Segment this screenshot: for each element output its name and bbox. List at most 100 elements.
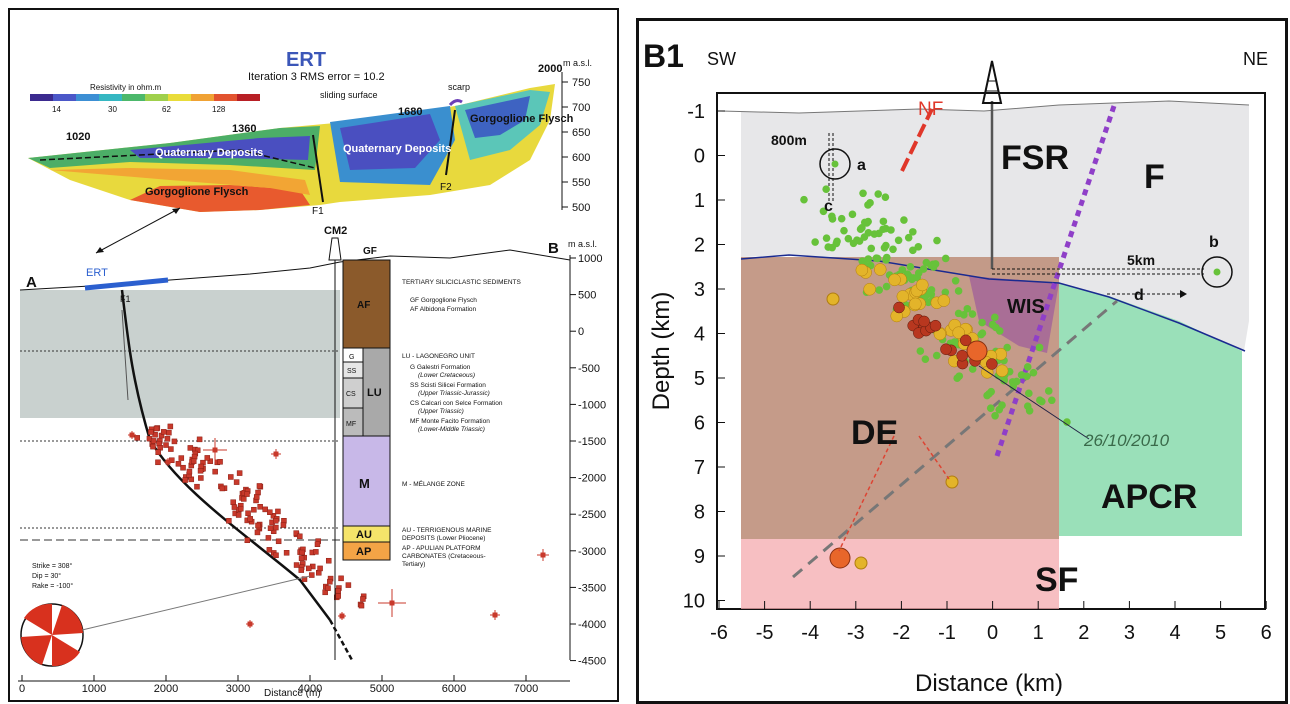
well-cm2-label: CM2: [324, 225, 347, 237]
hypocenter-marker: [235, 512, 242, 518]
hypocenter-marker: [207, 458, 213, 464]
hypocenter-marker: [198, 475, 204, 481]
label-ne: NE: [1243, 49, 1268, 69]
scale-swatch: [145, 94, 168, 101]
hypocenter-marker: [188, 476, 195, 483]
event-dot-small: [859, 189, 867, 198]
ert-pos-2000: 2000: [538, 63, 562, 75]
event-a: [831, 160, 839, 168]
event-dot-small: [856, 225, 865, 233]
event-dot-small: [837, 214, 846, 223]
event-dot-small: [904, 233, 913, 242]
event-dot-small: [953, 374, 961, 383]
unit-ap: [342, 541, 391, 561]
hypocenter-marker: [182, 477, 188, 483]
label-de: DE: [851, 414, 898, 452]
hypocenter-marker: [266, 547, 273, 553]
ert-high-resistivity: [130, 185, 310, 212]
scale-tick-62: 62: [162, 105, 171, 114]
fault-nf-line: [900, 108, 934, 172]
event-dot-small: [848, 210, 857, 219]
hypocenter-marker: [190, 458, 197, 464]
hypocenter-marker: [191, 453, 198, 460]
hypocenter-marker: [305, 565, 312, 572]
hypocenter-marker: [275, 508, 281, 515]
hypocenter-marker: [134, 435, 140, 441]
hypocenter-marker: [253, 494, 260, 500]
scale-swatch: [99, 94, 122, 101]
event-dot-large: [986, 358, 998, 370]
section-distance-tick-label: 4000: [298, 683, 322, 695]
label-point-b: b: [1209, 234, 1219, 251]
hypocenter-marker: [273, 517, 279, 524]
hypocenter-marker: [165, 459, 171, 465]
hypocenter-marker: [322, 589, 328, 596]
depth-tick-label: 0: [694, 146, 705, 168]
hypocenter-marker: [299, 549, 305, 556]
focal-rake: Rake = -100°: [32, 582, 73, 590]
legend-cs: CS Calcari con Selce Formation: [410, 400, 503, 407]
hypocenter-marker: [255, 522, 261, 529]
event-dot-small: [800, 195, 808, 204]
distance-tick-label: 0: [987, 622, 998, 644]
unit-cs-label: CS: [346, 391, 356, 398]
event-dot-small: [882, 282, 891, 291]
event-dot-small: [988, 320, 997, 329]
hypocenter-marker: [150, 443, 156, 450]
section-depth-tick-label: 1000: [578, 253, 602, 265]
event-dot-small: [1022, 372, 1031, 381]
depth-tick-label: 8: [694, 502, 705, 524]
ert-iteration: Iteration 3 RMS error = 10.2: [248, 71, 385, 83]
event-dot-small: [882, 256, 890, 264]
event-dot-small: [983, 391, 991, 400]
hypocenter-marker: [148, 429, 154, 435]
section-x-label: Distance (m): [264, 688, 321, 699]
hypocenter-marker: [197, 468, 204, 474]
event-dot-medium: [909, 297, 922, 311]
event-dot-small: [867, 244, 876, 253]
seismicity-depth-section-panel: B1 SW NE NF FSR F WIS DE APCR SF 26/10/2…: [636, 18, 1288, 704]
section-fault-label: F1: [120, 294, 131, 304]
event-dot-medium: [952, 326, 965, 339]
event-dot-small: [968, 365, 977, 373]
legend-ss-age: (Upper Triassic-Jurassic): [418, 390, 490, 397]
depth-tick-label: 5: [694, 368, 705, 390]
unit-au-label: AU: [356, 529, 372, 541]
event-dot-small: [1025, 389, 1033, 398]
label-sf: SF: [1035, 561, 1078, 599]
ert-pos-1020: 1020: [66, 131, 90, 143]
hypocenter-marker: [254, 529, 261, 536]
deep-event: [829, 547, 851, 569]
hypocenter-marker: [325, 585, 331, 591]
event-dot-small: [1038, 397, 1046, 406]
hypocenter-marker: [155, 449, 161, 455]
event-dot-small: [874, 190, 883, 198]
apcr-top-line: [740, 254, 1246, 352]
hypocenter-marker: [212, 447, 218, 453]
distance-tick-label: 2: [1078, 622, 1089, 644]
hypocenter-marker: [166, 429, 172, 436]
event-dot-medium: [855, 263, 869, 277]
legend-au: AU - TERRIGENOUS MARINE: [402, 527, 492, 534]
scale-swatch: [214, 94, 237, 101]
section-distance-tick-label: 1000: [82, 683, 106, 695]
hypocenter-marker: [298, 555, 305, 561]
event-dot-large: [940, 343, 952, 355]
derrick-icon: [981, 60, 1003, 104]
ert-depth-tick-label: 600: [572, 152, 590, 164]
event-dot-small: [909, 246, 917, 255]
event-dot-large: [959, 334, 972, 347]
hypocenter-marker: [247, 516, 253, 522]
scale-swatch: [76, 94, 99, 101]
unit-ss-label: SS: [347, 368, 357, 375]
hypocenter-marker: [262, 506, 268, 513]
wis-region: [969, 276, 1059, 353]
event-dot-small: [875, 286, 883, 294]
section-point-a: A: [26, 274, 37, 291]
hypocenter-marker: [301, 576, 308, 582]
event-dot-small: [863, 219, 871, 227]
topography-line: [720, 100, 1250, 114]
hypocenter-marker: [338, 575, 344, 582]
event-dot-small: [822, 185, 830, 193]
legend-lu: LU - LAGONEGRO UNIT: [402, 353, 475, 360]
